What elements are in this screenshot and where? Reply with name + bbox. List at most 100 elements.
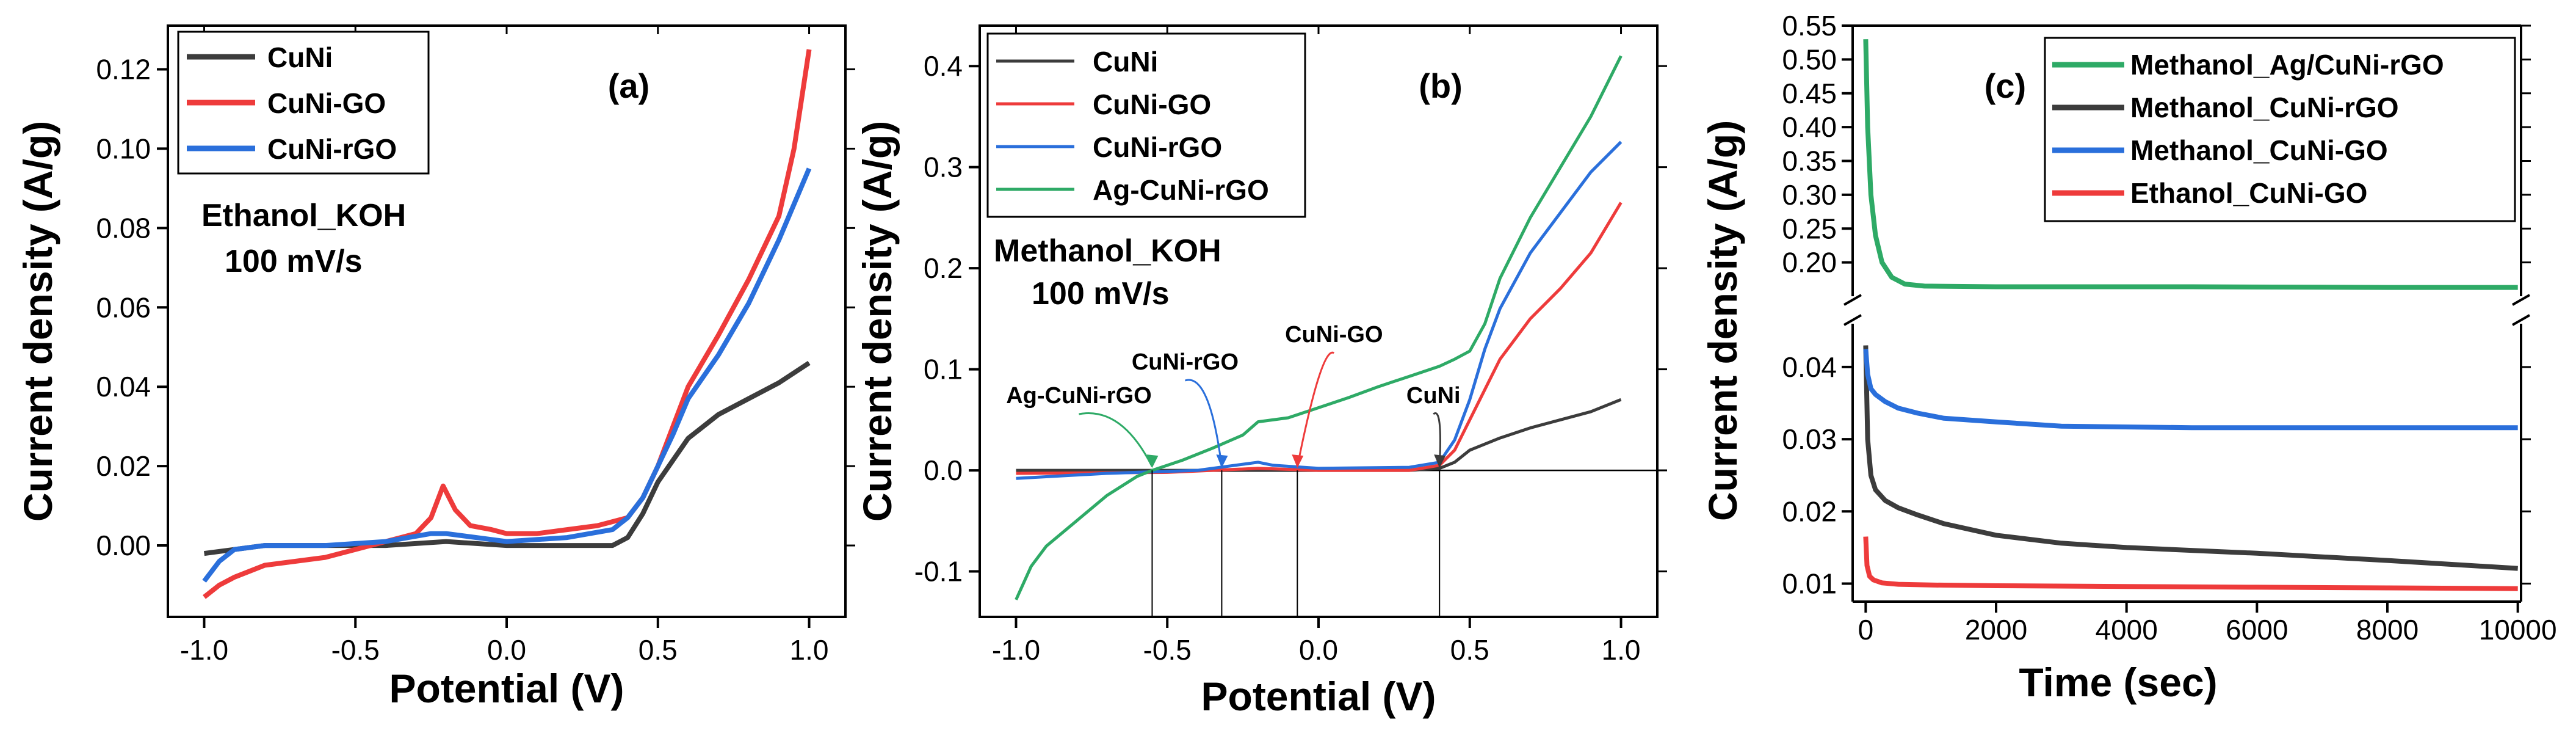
y-tick-label: 0.30 [1782, 179, 1837, 211]
panel-c-label: (c) [1984, 67, 2026, 105]
y-tick-label: 0.20 [1782, 247, 1837, 279]
series-line-cuni-rgo [202, 167, 812, 583]
y-tick-label: 0.4 [924, 50, 963, 82]
panel-b-legend: CuNi CuNi-GO CuNi-rGO Ag-CuNi-rGO [986, 32, 1306, 218]
y-tick-label: 0.55 [1782, 10, 1837, 42]
x-tick-label: 0 [1858, 614, 1874, 646]
panel-b-label: (b) [1419, 67, 1463, 105]
panel-b-legend-box [986, 32, 1306, 218]
y-tick-label: 0.12 [96, 53, 151, 85]
legend-b-cuni-rgo: CuNi-rGO [1093, 131, 1222, 163]
x-tick-label: -0.5 [331, 634, 380, 666]
y-tick-label: 0.45 [1782, 78, 1837, 109]
series-line-methanol-cuni-go [1863, 349, 2518, 431]
series-line-cuni [203, 360, 811, 556]
y-tick-label: 0.3 [924, 151, 963, 183]
x-tick-label: -1.0 [180, 634, 228, 666]
x-tick-label: 6000 [2226, 614, 2288, 646]
y-tick-label: 0.1 [924, 354, 963, 385]
panel-a-ticks: -1.0 -0.5 0.0 0.5 1.0 0.00 0.02 0.04 0.06 0.08 0.1… [96, 26, 855, 666]
onset-arrow [1433, 412, 1441, 467]
legend-b-cuni: CuNi [1093, 46, 1158, 78]
onset-arrow [1296, 351, 1335, 467]
panel-a: -1.0 -0.5 0.0 0.5 1.0 0.00 0.02 0.04 0.06 0.08 0.1… [15, 24, 855, 711]
onset-arrow [1079, 412, 1153, 467]
legend-c-methanol-rgo: Methanol_CuNi-rGO [2130, 92, 2399, 123]
y-tick-label: 0.40 [1782, 111, 1837, 143]
panel-b: -1.0 -0.5 0.0 0.5 1.0 -0.1 0.0 0.1 0.2 0.3 0.4 (b)… [855, 24, 1667, 719]
panel-a-series [202, 49, 812, 599]
onset-label-cuni-rgo: CuNi-rGO [1132, 349, 1239, 375]
x-tick-label: 1.0 [790, 634, 829, 666]
panel-c-ticks: 0 2000 4000 6000 8000 100000.200.250.300.350.… [1782, 10, 2556, 646]
x-tick-label: 0.0 [487, 634, 526, 666]
x-tick-label: 0.5 [639, 634, 678, 666]
panel-b-ticks: -1.0 -0.5 0.0 0.5 1.0 -0.1 0.0 0.1 0.2 0.3 0.4 [914, 26, 1667, 666]
series-line-methanol-cuni-rgo [1863, 345, 2518, 571]
panel-a-label: (a) [608, 67, 649, 105]
legend-b-cuni-go: CuNi-GO [1093, 89, 1211, 120]
y-tick-label: -0.1 [914, 556, 963, 588]
panel-a-annotation-1: Ethanol_KOH [201, 198, 406, 233]
series-line-cuni-go [1016, 202, 1623, 475]
x-tick-label: 0.0 [1299, 634, 1338, 666]
x-tick-label: 10000 [2479, 614, 2557, 646]
legend-a-cuni-rgo: CuNi-rGO [267, 133, 397, 165]
panel-c-series [1863, 39, 2518, 591]
series-line-methanol-ag-cuni-rgo [1863, 39, 2518, 290]
y-tick-label: 0.10 [96, 133, 151, 164]
panel-c: 0 2000 4000 6000 8000 100000.200.250.300.350.… [1700, 10, 2557, 705]
x-tick-label: 2000 [1965, 614, 2027, 646]
onset-label-cuni: CuNi [1406, 383, 1461, 409]
series-line-cuni [1016, 398, 1622, 472]
x-tick-label: 1.0 [1602, 634, 1641, 666]
panel-c-xlabel: Time (sec) [2019, 660, 2217, 705]
onset-arrowhead [1292, 454, 1304, 468]
y-tick-label: 0.50 [1782, 43, 1837, 75]
panel-b-annotation-2: 100 mV/s [1032, 276, 1170, 312]
onset-label-cuni-go: CuNi-GO [1285, 322, 1383, 348]
x-tick-label: 0.5 [1450, 634, 1489, 666]
x-tick-label: 8000 [2356, 614, 2419, 646]
panel-a-ylabel: Current density (A/g) [15, 121, 60, 522]
x-tick-label: -0.5 [1143, 634, 1192, 666]
series-line-ag-cuni-rgo [1015, 55, 1623, 600]
series-line-cuni-go [203, 49, 812, 599]
onset-arrow [1184, 379, 1223, 467]
y-tick-label: 0.03 [1782, 423, 1837, 455]
series-line-ethanol-cuni-go [1863, 536, 2518, 591]
panel-b-onset-markers: Ag-CuNi-rGO CuNi-rGO CuNi-GO CuNi [1006, 322, 1461, 617]
onset-arrowhead [1434, 454, 1446, 468]
x-tick-label: 4000 [2096, 614, 2158, 646]
y-tick-label: 0.02 [1782, 495, 1837, 527]
y-tick-label: 0.25 [1782, 213, 1837, 244]
axis-break-mark [1843, 294, 1862, 306]
panel-b-annotation-1: Methanol_KOH [994, 233, 1221, 269]
panel-a-annotation-2: 100 mV/s [225, 244, 363, 279]
panel-b-xlabel: Potential (V) [1201, 674, 1436, 719]
y-tick-label: 0.35 [1782, 145, 1837, 177]
legend-c-ethanol-go: Ethanol_CuNi-GO [2130, 177, 2367, 209]
onset-arrowhead [1216, 454, 1228, 468]
legend-b-ag-cuni-rgo: Ag-CuNi-rGO [1093, 174, 1269, 206]
y-tick-label: 0.01 [1782, 567, 1837, 599]
legend-a-cuni: CuNi [267, 42, 333, 73]
onset-label-ag-cuni-rgo: Ag-CuNi-rGO [1006, 383, 1152, 409]
y-tick-label: 0.06 [96, 291, 151, 323]
axis-break-mark [2512, 294, 2530, 306]
legend-c-methanol-ag: Methanol_Ag/CuNi-rGO [2130, 49, 2444, 81]
axis-break-mark [1843, 314, 1862, 326]
legend-c-methanol-go: Methanol_CuNi-GO [2130, 134, 2388, 166]
legend-a-cuni-go: CuNi-GO [267, 87, 386, 119]
y-tick-label: 0.08 [96, 212, 151, 244]
axis-break-mark [2512, 314, 2530, 326]
onset-arrowhead [1146, 454, 1159, 468]
y-tick-label: 0.02 [96, 450, 151, 482]
y-tick-label: 0.00 [96, 530, 151, 561]
panel-a-legend: CuNi CuNi-GO CuNi-rGO [177, 31, 430, 175]
panel-c-ylabel: Current density (A/g) [1700, 120, 1745, 521]
panel-c-frame [1843, 24, 2530, 603]
panel-b-ylabel: Current density (A/g) [855, 121, 900, 522]
